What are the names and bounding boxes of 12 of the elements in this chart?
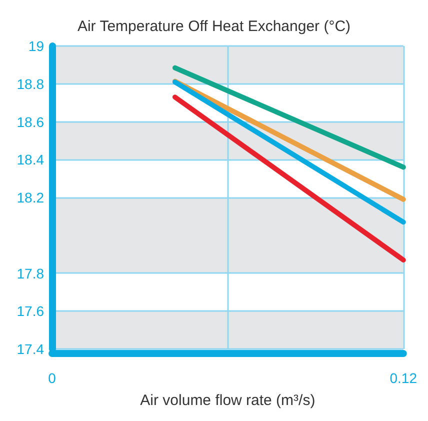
y-tick-label: 17.4 <box>16 341 44 357</box>
x-tick-label: 0.12 <box>390 370 418 386</box>
y-tick-label: 19 <box>28 38 44 54</box>
y-tick-label: 17.8 <box>16 265 44 282</box>
y-tick-label: 18.6 <box>16 114 44 130</box>
y-tick-label: 18.8 <box>16 76 44 92</box>
x-axis-title: Air volume flow rate (m³/s) <box>140 392 316 409</box>
chart-title: Air Temperature Off Heat Exchanger (°C) <box>77 18 351 35</box>
y-tick-label: 18.4 <box>16 152 44 168</box>
x-tick-label: 0 <box>48 370 56 386</box>
y-tick-label: 17.6 <box>16 303 44 320</box>
y-tick-label: 18.2 <box>16 190 44 206</box>
